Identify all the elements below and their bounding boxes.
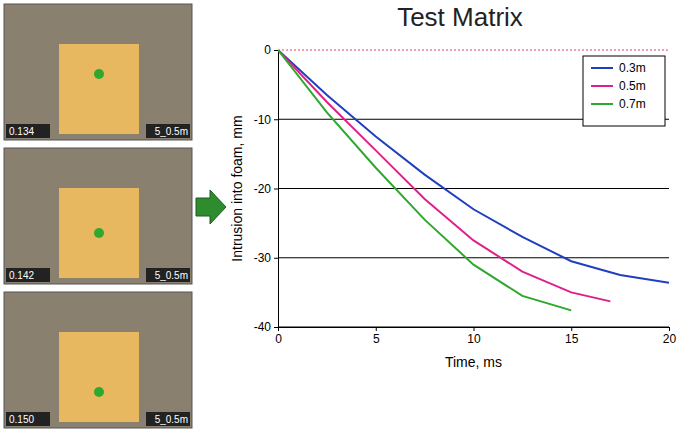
y-tick-mark bbox=[274, 327, 278, 328]
annotation: 5_0.5m bbox=[155, 270, 188, 281]
y-tick: -10 bbox=[254, 113, 278, 127]
x-tick-mark bbox=[474, 327, 475, 331]
title: Test Matrix bbox=[397, 2, 523, 32]
annotation-bg bbox=[146, 124, 190, 138]
legend-swatch bbox=[591, 103, 613, 105]
x-tick-label: 0 bbox=[275, 332, 282, 346]
photo-panel: 0.150 5_0.5m bbox=[4, 292, 192, 428]
y-tick-mark bbox=[274, 189, 278, 190]
y-axis-title: Intrusion into foam, mm bbox=[229, 115, 245, 261]
y-tick-mark bbox=[274, 50, 278, 51]
annotation: 0.134 bbox=[9, 126, 34, 137]
y-tick-mark bbox=[274, 119, 278, 120]
tracking-dot bbox=[94, 387, 104, 397]
y-tick-label: -40 bbox=[254, 320, 272, 334]
legend-label: 0.7m bbox=[619, 97, 646, 111]
x-tick-label: 20 bbox=[663, 332, 677, 346]
grid-line bbox=[278, 50, 669, 51]
x-tick: 0 bbox=[275, 327, 282, 346]
y-tick: -30 bbox=[254, 251, 278, 265]
lines bbox=[278, 50, 669, 310]
legend-swatch bbox=[591, 85, 613, 87]
arrow bbox=[196, 190, 226, 224]
x-tick-mark bbox=[571, 327, 572, 331]
tracking-dot bbox=[94, 228, 104, 238]
x-tick-label: 15 bbox=[565, 332, 579, 346]
x-tick-mark bbox=[278, 327, 279, 331]
y-tick-label: -20 bbox=[254, 182, 272, 196]
annotation: 5_0.5m bbox=[155, 126, 188, 137]
annotation-bg bbox=[6, 124, 50, 138]
series-line bbox=[278, 50, 571, 310]
x-axis: 0 5 10 15 20 bbox=[275, 327, 676, 346]
y-tick-mark bbox=[274, 258, 278, 259]
legend-swatch bbox=[591, 67, 613, 69]
annotation-bg bbox=[6, 412, 50, 426]
x-tick: 10 bbox=[467, 327, 481, 346]
foam-block bbox=[59, 44, 139, 134]
x-tick: 20 bbox=[663, 327, 677, 346]
series-line bbox=[278, 50, 669, 283]
foam-block bbox=[59, 188, 139, 278]
photo-panels: 0.134 5_0.5m 0.142 5_0.5m 0.150 5_0.5m bbox=[4, 4, 192, 428]
x-tick-label: 10 bbox=[467, 332, 481, 346]
photo-panel: 0.134 5_0.5m bbox=[4, 4, 192, 140]
legend-box bbox=[583, 56, 665, 126]
grid-line bbox=[278, 257, 669, 258]
legend-label: 0.5m bbox=[619, 79, 646, 93]
grid-line bbox=[278, 188, 669, 189]
y-tick-label: -10 bbox=[254, 113, 272, 127]
photo-frame bbox=[4, 148, 192, 284]
annotation: 0.150 bbox=[9, 414, 34, 425]
y-tick-label: 0 bbox=[264, 43, 271, 57]
y-tick: 0 bbox=[264, 43, 278, 57]
legend-label: 0.3m bbox=[619, 61, 646, 75]
tracking-dot bbox=[94, 69, 104, 79]
x-tick-mark bbox=[669, 327, 670, 331]
x-tick: 5 bbox=[373, 327, 380, 346]
x-tick-label: 5 bbox=[373, 332, 380, 346]
x-tick-mark bbox=[376, 327, 377, 331]
series-line bbox=[278, 50, 610, 301]
y-axis-line bbox=[278, 51, 279, 328]
annotation: 0.142 bbox=[9, 270, 34, 281]
photo-frame bbox=[4, 292, 192, 428]
legend: 0.3m 0.5m 0.7m bbox=[583, 56, 665, 126]
x-axis-title: Time, ms bbox=[445, 354, 502, 370]
y-tick-label: -30 bbox=[254, 251, 272, 265]
grid bbox=[278, 50, 669, 327]
y-tick: -40 bbox=[254, 320, 278, 334]
photo-frame bbox=[4, 4, 192, 140]
foam-block bbox=[59, 332, 139, 422]
annotation-bg bbox=[146, 412, 190, 426]
annotation-bg bbox=[6, 268, 50, 282]
chart: 0.134 5_0.5m 0.142 5_0.5m 0.150 5_0.5m Test Ma… bbox=[0, 0, 679, 436]
y-axis: 0 -10 -20 -30 -40 bbox=[254, 43, 279, 334]
y-tick: -20 bbox=[254, 182, 278, 196]
annotation: 5_0.5m bbox=[155, 414, 188, 425]
x-tick: 15 bbox=[565, 327, 579, 346]
annotation-bg bbox=[146, 268, 190, 282]
photo-panel: 0.142 5_0.5m bbox=[4, 148, 192, 284]
